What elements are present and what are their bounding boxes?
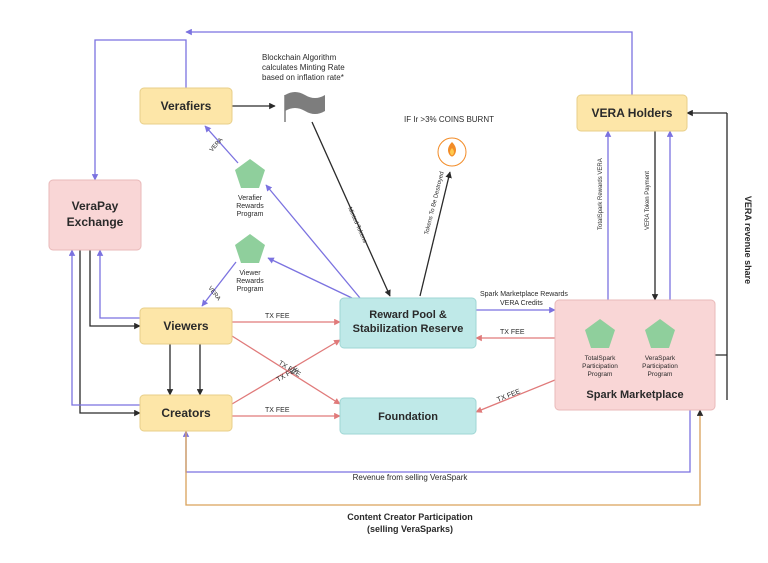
anno-algo-2: calculates Minting Rate [262,63,345,72]
lbl-vera-2: VERA [206,286,221,303]
svg-text:Participation: Participation [642,363,678,370]
nodes: VeraPay Exchange Verafiers Viewers Creat… [49,88,715,434]
edge-creators-verapay-p [72,250,140,405]
svg-text:TotalSpark: TotalSpark [585,355,616,362]
lbl-txfee-5: TX FEE [500,329,525,336]
node-verapay-l2: Exchange [67,215,124,229]
edge-verapay-viewers-b [90,250,140,326]
lbl-minted: Minted Tokens [346,206,367,244]
anno-cc-1: Content Creator Participation [347,512,473,522]
node-verapay-l1: VeraPay [72,199,119,213]
node-sparkmkt-l1: Spark Marketplace [586,389,683,401]
anno-revshare: VERA revenue share [743,196,753,284]
pentagon-verafier-rewards: Verafier Rewards Program [235,159,265,218]
node-rewardpool-l2: Stabilization Reserve [353,323,464,335]
anno-revenue: Revenue from selling VeraSpark [353,473,469,482]
lbl-totalspark-rewards: TotalSpark Rewards VERA [598,158,604,230]
lbl-spark-rewards-1: Spark Marketplace Rewards [480,291,568,298]
node-foundation-l1: Foundation [378,411,438,423]
svg-text:Viewer: Viewer [239,270,261,277]
anno-algo-1: Blockchain Algorithm [262,53,337,62]
node-veraholders-l1: VERA Holders [592,106,673,120]
svg-text:Program: Program [237,211,264,218]
anno-algo-3: based on inflation rate* [262,73,344,82]
edge-verapay-creators-b [80,250,140,413]
svg-text:Rewards: Rewards [236,203,264,210]
svg-text:Program: Program [588,371,613,378]
node-viewers-l1: Viewers [163,319,208,333]
edge-pool-viewerpent [268,258,352,298]
lbl-txfee-6: TX FEE [496,388,522,404]
svg-text:VeraSpark: VeraSpark [645,355,676,362]
fire-icon [438,138,466,166]
lbl-vera-payment: VERA Token Payment [645,171,651,230]
svg-text:Participation: Participation [582,363,618,370]
edge-viewers-verapay-p [100,250,140,318]
svg-text:Verafier: Verafier [238,195,263,202]
lbl-txfee-4: TX FEE [265,407,290,414]
node-rewardpool-l1: Reward Pool & [369,309,447,321]
node-verafiers-l1: Verafiers [161,99,212,113]
anno-cc-2: (selling VeraSparks) [367,524,453,534]
node-creators-l1: Creators [161,406,211,420]
lbl-txfee-1: TX FEE [265,313,290,320]
flag-icon [285,92,325,122]
svg-text:Rewards: Rewards [236,278,264,285]
edge-verafier-rewards-up [205,126,238,163]
edge-holders-top [186,32,632,95]
svg-text:Program: Program [237,286,264,293]
edge-pool-verafierpent [266,185,360,298]
svg-text:Program: Program [648,371,673,378]
pentagon-viewer-rewards: Viewer Rewards Program [235,234,265,293]
lbl-spark-rewards-2: VERA Credits [500,300,543,307]
anno-burnt: IF Ir >3% COINS BURNT [404,115,494,124]
